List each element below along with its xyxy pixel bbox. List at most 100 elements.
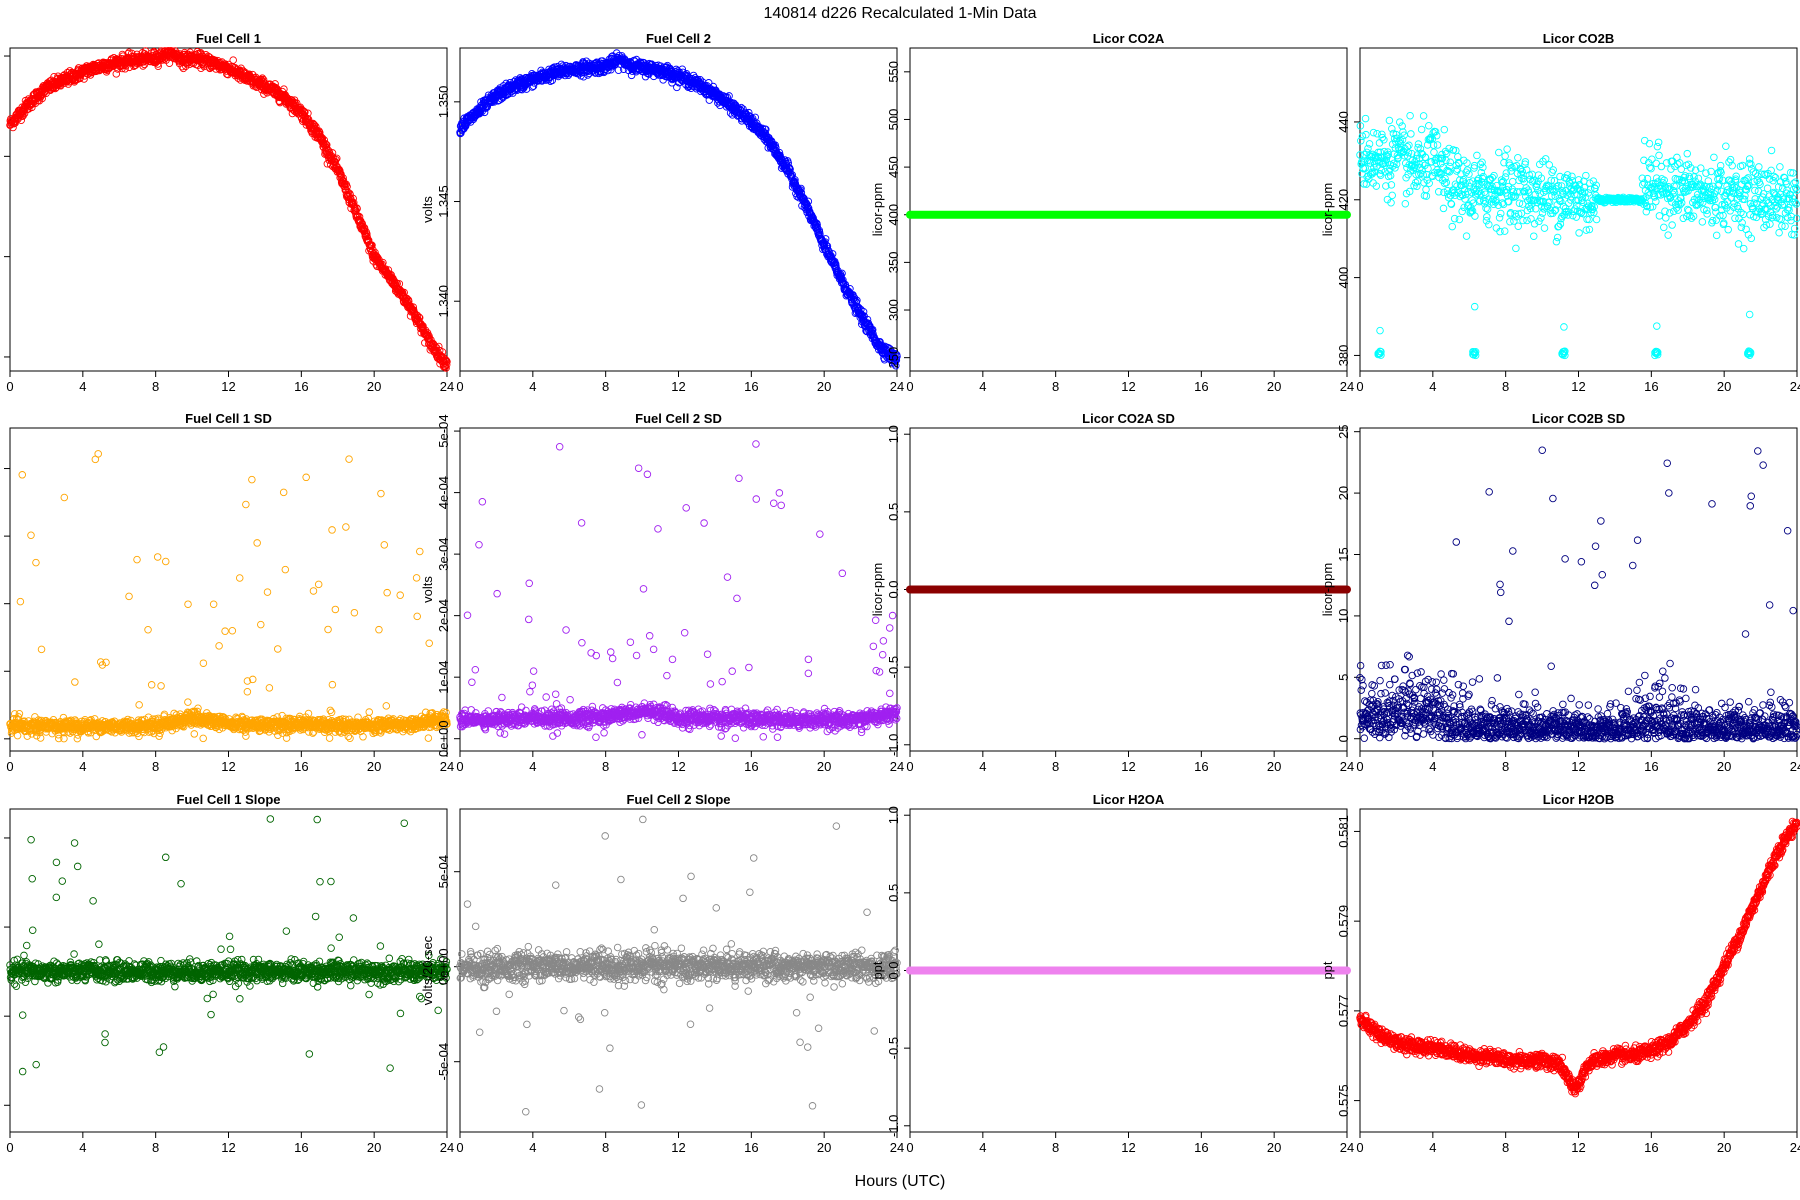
data-point	[1652, 197, 1660, 206]
y-tick-label: 4e-04	[0, 452, 1, 485]
plot-frame	[9, 47, 448, 372]
data-point	[1433, 141, 1442, 149]
data-point	[1724, 225, 1732, 234]
y-tick-label: 440	[1336, 111, 1351, 133]
data-point	[1722, 142, 1730, 151]
data-point	[1530, 232, 1538, 240]
data-point	[112, 70, 121, 78]
y-tick-label: 500	[886, 109, 901, 131]
data-point	[17, 116, 25, 125]
x-tick-label: 24	[890, 379, 904, 394]
data-point	[1710, 153, 1718, 162]
data-point	[1645, 139, 1654, 148]
x-tick-label: 16	[1194, 379, 1208, 394]
data-point	[1361, 114, 1370, 123]
data-point	[1552, 237, 1561, 246]
data-point	[1503, 145, 1511, 153]
data-point	[1655, 151, 1663, 160]
data-point	[1439, 204, 1448, 213]
x-tick-label: 12	[221, 759, 235, 774]
x-tick-label: 4	[979, 379, 986, 394]
y-tick-label: 0e+00	[0, 721, 1, 758]
panels: Fuel Cell 1volts048121620241.2051.2101.2…	[0, 31, 1800, 1155]
data-point	[1448, 222, 1457, 231]
y-tick-label: 250	[886, 347, 901, 369]
data-point	[1739, 244, 1748, 253]
data-point	[1690, 173, 1698, 181]
x-tick-label: 4	[529, 379, 536, 394]
data-point	[1675, 159, 1684, 167]
data-point	[1422, 185, 1430, 194]
data-point	[1492, 224, 1501, 232]
x-tick-label: 4	[79, 379, 86, 394]
x-tick-label: 8	[152, 379, 159, 394]
plot-frame	[459, 47, 898, 372]
data-point	[1495, 148, 1503, 157]
figure-title: 140814 d226 Recalculated 1-Min Data	[763, 5, 1036, 22]
y-axis-label: licor-ppm	[870, 183, 885, 236]
y-tick-label: 1.350	[436, 86, 451, 119]
x-tick-label: 16	[744, 379, 758, 394]
data-point	[1514, 153, 1522, 162]
panel-title: Fuel Cell 1	[196, 31, 261, 46]
data-point	[1413, 177, 1422, 186]
data-point	[1540, 224, 1549, 232]
x-tick-label: 12	[671, 379, 685, 394]
data-point	[1560, 323, 1568, 331]
x-tick-label: 12	[221, 379, 235, 394]
data-point	[1655, 212, 1664, 220]
data-point	[1501, 152, 1509, 160]
data-point	[1670, 188, 1679, 197]
data-point	[1776, 163, 1784, 171]
data-point	[1668, 221, 1676, 229]
x-tick-label: 8	[152, 759, 159, 774]
data-points	[456, 49, 901, 370]
x-tick-label: 20	[817, 379, 831, 394]
panel-p1: Fuel Cell 1volts048121620241.2051.2101.2…	[0, 31, 454, 394]
y-tick-label: 400	[1336, 267, 1351, 289]
data-point	[1523, 216, 1531, 225]
data-point	[1376, 326, 1384, 335]
x-tick-label: 24	[440, 379, 454, 394]
x-tick-label: 0	[6, 759, 13, 774]
y-tick-label: 300	[886, 299, 901, 321]
data-point	[1455, 215, 1464, 224]
x-tick-label: 20	[1717, 379, 1731, 394]
panel-p4: Licor CO2Blicor-ppm048121620243804004204…	[1320, 31, 1800, 394]
y-tick-label: 550	[886, 61, 901, 83]
data-point	[1490, 171, 1498, 180]
x-tick-label: 12	[1571, 379, 1585, 394]
y-tick-label: 3e-04	[0, 519, 1, 552]
data-point	[1712, 231, 1721, 240]
data-point	[1364, 144, 1372, 153]
data-points	[1356, 111, 1800, 360]
data-point	[1575, 229, 1583, 237]
data-point	[1430, 148, 1438, 157]
y-axis-label: volts	[420, 196, 435, 223]
x-tick-label: 24	[1340, 379, 1354, 394]
x-tick-label: 4	[79, 759, 86, 774]
data-point	[1654, 138, 1663, 147]
y-tick-label: 1e-04	[0, 655, 1, 688]
data-point	[1497, 209, 1505, 218]
data-point	[1549, 166, 1558, 174]
data-point	[1462, 232, 1471, 240]
panel-p5: Fuel Cell 1 SDvolts048121620240e+001e-04…	[0, 411, 454, 774]
data-point	[1365, 140, 1374, 148]
y-tick-label: 1.220	[0, 40, 1, 73]
data-point	[1508, 177, 1517, 186]
data-point	[1407, 130, 1415, 138]
y-tick-label: 350	[886, 252, 901, 274]
data-point	[1553, 233, 1562, 242]
data-point	[1767, 146, 1776, 155]
y-tick-label: 1.345	[436, 185, 451, 218]
data-point	[1500, 227, 1509, 235]
x-tick-label: 16	[294, 379, 308, 394]
x-tick-label: 4	[1429, 379, 1436, 394]
data-point	[1481, 190, 1490, 199]
data-point	[229, 56, 237, 64]
data-point	[1495, 214, 1504, 222]
data-point	[13, 731, 22, 740]
data-point	[1556, 172, 1564, 181]
